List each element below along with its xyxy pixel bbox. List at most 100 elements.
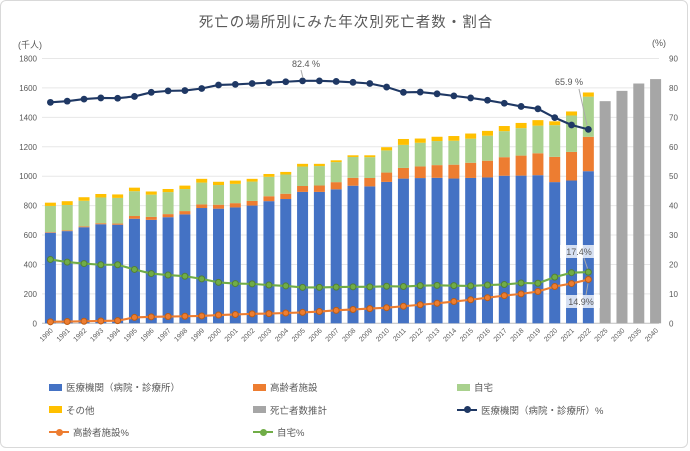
- facility-pct-point-1991: [63, 318, 71, 326]
- bar-1998-hospital: [179, 214, 191, 324]
- bar-1997-hospital: [162, 217, 174, 324]
- bar-2002-facility: [246, 200, 258, 206]
- hospital-pct-point-1996: [147, 88, 155, 96]
- bar-2021-home: [566, 115, 578, 152]
- hospital-pct-point-1992: [80, 95, 88, 103]
- legend-item-projection-bar: 死亡者数推計: [253, 403, 327, 417]
- hospital-pct-point-2019: [534, 105, 542, 113]
- bar-2010-other: [381, 147, 393, 151]
- bar-1994-home: [112, 197, 124, 224]
- bar-2003-home: [263, 176, 275, 197]
- x-axis-tick: 2006: [308, 327, 324, 343]
- right-axis-tick: 20: [669, 260, 678, 269]
- home-pct-point-2004: [282, 282, 290, 290]
- facility-pct-point-1999: [198, 312, 206, 320]
- bar-2000-home: [213, 185, 225, 205]
- facility-pct-point-2006: [315, 308, 323, 316]
- home-pct-point-1994: [114, 261, 122, 269]
- home-pct-point-2001: [231, 280, 239, 288]
- facility-pct-point-2008: [349, 305, 357, 313]
- home-pct-point-2017: [500, 280, 508, 288]
- x-axis-tick: 1993: [89, 327, 105, 343]
- x-axis-tick: 2004: [274, 327, 290, 343]
- bar-2009-home: [364, 157, 376, 178]
- legend-item-home-line: 自宅%: [253, 425, 304, 439]
- x-axis-tick: 2012: [409, 327, 425, 343]
- bar-2018-home: [515, 128, 527, 156]
- bar-2020-home: [549, 125, 561, 157]
- x-axis-tick: 2022: [577, 327, 593, 343]
- facility-pct-point-2016: [483, 294, 491, 302]
- hospital-pct-point-2013: [433, 90, 441, 98]
- bar-2011-hospital: [397, 178, 409, 324]
- home-pct-point-1999: [198, 275, 206, 283]
- bar-2014-facility: [448, 164, 460, 179]
- x-axis-tick: 1999: [190, 327, 206, 343]
- bar-2013-facility: [431, 165, 443, 178]
- hospital-pct-point-2009: [366, 80, 374, 87]
- hospital-pct-point-2001: [231, 80, 239, 88]
- facility-pct-point-1992: [80, 317, 88, 325]
- x-axis-tick: 2003: [257, 327, 273, 343]
- bar-2012-facility: [414, 166, 426, 179]
- bar-2007-home: [330, 162, 342, 183]
- right-axis-tick: 10: [669, 290, 678, 299]
- facility-pct-point-1990: [46, 318, 54, 326]
- facility-pct-point-1998: [181, 312, 189, 320]
- bar-2009-hospital: [364, 186, 376, 324]
- x-axis-tick: 1998: [173, 327, 189, 343]
- home-pct-point-2020: [551, 273, 559, 281]
- left-axis-tick: 1400: [19, 113, 37, 122]
- bar-2001-hospital: [229, 207, 241, 324]
- bar-2007-other: [330, 160, 342, 163]
- bar-2011-other: [397, 138, 409, 145]
- hospital-pct-point-1993: [97, 94, 105, 102]
- facility-bar-swatch: [253, 383, 266, 391]
- x-axis-tick: 1996: [140, 327, 156, 343]
- facility-pct-point-2003: [265, 310, 273, 318]
- end_facility-callout-line: [585, 283, 589, 296]
- bar-2018-hospital: [515, 175, 527, 324]
- bar-2022-home: [582, 96, 594, 137]
- bar-1997-facility: [162, 214, 174, 218]
- bar-2016-facility: [481, 160, 493, 178]
- bar-1999-other: [196, 178, 208, 183]
- bar-1991-home: [61, 204, 73, 231]
- bar-1990-hospital: [44, 232, 56, 324]
- bar-2004-home: [280, 174, 292, 194]
- right-axis-tick: 40: [669, 202, 678, 211]
- x-axis-tick: 2016: [476, 327, 492, 343]
- x-axis-tick: 2030: [610, 327, 626, 343]
- right-axis-tick: 80: [669, 84, 678, 93]
- x-axis-tick: 1990: [39, 327, 55, 343]
- legend-label: その他: [66, 405, 95, 417]
- bar-2020-hospital: [549, 182, 561, 324]
- bar-2008-hospital: [347, 185, 359, 324]
- home-pct-point-1991: [63, 258, 71, 266]
- facility-pct-point-2019: [534, 288, 542, 296]
- home-pct-point-2003: [265, 281, 273, 289]
- home-pct-point-1998: [181, 272, 189, 280]
- bar-2000-hospital: [213, 208, 225, 324]
- legend-item-facility-bar: 高齢者施設: [253, 380, 318, 394]
- bar-1993-hospital: [95, 224, 107, 324]
- home-pct-point-2007: [332, 283, 340, 291]
- bar-2006-home: [313, 166, 325, 186]
- bar-2003-other: [263, 173, 275, 177]
- hospital-pct-point-2003: [265, 79, 273, 87]
- bar-2016-home: [481, 135, 493, 161]
- bar-1999-facility: [196, 204, 208, 209]
- bar-2022-other: [582, 92, 594, 97]
- bar-2019-hospital: [532, 175, 544, 324]
- left-axis-tick: 1200: [19, 143, 37, 152]
- bar-2017-other: [498, 126, 510, 132]
- bar-2007-facility: [330, 182, 342, 190]
- left-axis-tick: 200: [24, 290, 38, 299]
- legend-label: 自宅: [474, 383, 494, 394]
- hospital-pct-point-1991: [63, 97, 71, 105]
- legend-item-facility-line: 高齢者施設%: [49, 425, 129, 439]
- bar-1990-home: [44, 205, 56, 233]
- bar-1992-other: [78, 197, 90, 201]
- bar-2011-home: [397, 144, 409, 168]
- facility-pct-point-2001: [231, 310, 239, 318]
